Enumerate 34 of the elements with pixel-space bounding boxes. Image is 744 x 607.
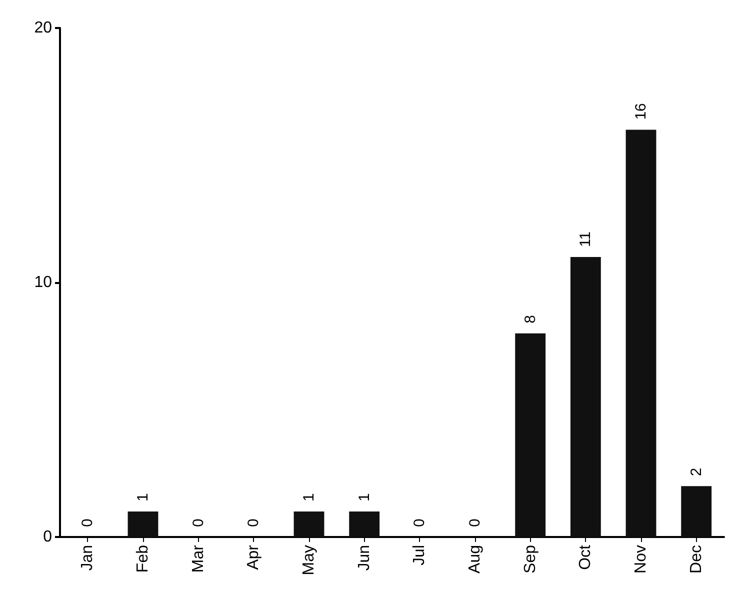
data-label: 0 xyxy=(245,518,262,527)
data-label: 11 xyxy=(577,231,594,248)
data-label: 1 xyxy=(134,493,152,502)
x-tick-label: Oct xyxy=(577,544,594,570)
y-tick-label: 20 xyxy=(34,20,52,36)
x-tick-label: Sep xyxy=(522,544,539,574)
x-tick-label: Dec xyxy=(688,545,705,574)
x-tick-label: Aug xyxy=(466,545,484,574)
x-tick-label: Jun xyxy=(356,545,373,571)
y-tick-label: 10 xyxy=(34,274,52,291)
bar xyxy=(515,333,546,537)
data-label: 1 xyxy=(356,493,373,502)
x-tick-label: Feb xyxy=(134,544,152,573)
data-label: 16 xyxy=(632,103,650,120)
data-label: 8 xyxy=(522,315,539,324)
data-label: 0 xyxy=(190,518,207,527)
data-label: 1 xyxy=(300,493,318,502)
bar xyxy=(294,512,324,537)
bar xyxy=(349,512,380,537)
data-label: 0 xyxy=(411,518,428,527)
x-tick-label: Nov xyxy=(632,545,650,574)
data-label: 0 xyxy=(79,518,96,527)
x-tick-label: Jul xyxy=(411,545,428,566)
bar xyxy=(626,130,656,537)
x-tick-label: Apr xyxy=(245,544,262,570)
x-tick-label: Jan xyxy=(79,545,96,571)
bar xyxy=(570,257,601,537)
data-label: 2 xyxy=(688,468,705,476)
bar xyxy=(128,512,158,537)
data-label: 0 xyxy=(466,518,484,527)
y-tick-label: 0 xyxy=(43,528,52,546)
bar xyxy=(681,486,712,537)
x-tick-label: Mar xyxy=(190,544,207,573)
x-tick-label: May xyxy=(300,545,318,576)
